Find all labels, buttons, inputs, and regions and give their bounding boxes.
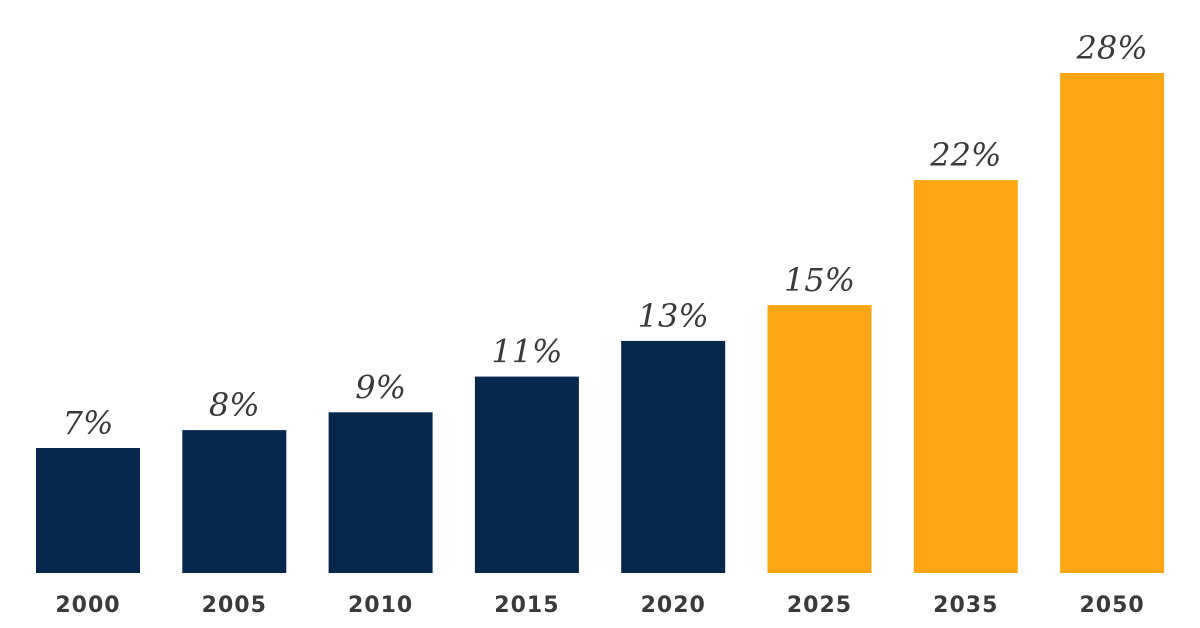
x-tick-label-2050: 2050 [1079,593,1144,618]
value-label-2050: 28% [1076,29,1148,67]
x-tick-labels-group: 2000 2005 2010 2015 2020 2025 2035 2050 [55,593,1144,618]
x-tick-label-2035: 2035 [933,593,998,618]
bar-2000 [36,448,140,573]
bar-2035 [913,180,1018,573]
value-label-2000: 7% [63,404,114,442]
value-label-2035: 22% [929,136,1001,174]
bars-group [36,73,1165,573]
bar-2005 [182,430,287,573]
x-tick-label-2020: 2020 [641,593,706,618]
value-label-2020: 13% [638,297,709,335]
bar-2050 [1060,73,1165,573]
x-tick-label-2025: 2025 [787,593,852,618]
bar-2020 [621,340,726,573]
value-labels-group: 7% 8% 9% 11% 13% 15% 22% 28% [63,29,1148,442]
value-label-2025: 15% [784,261,855,299]
bar-2015 [474,376,579,573]
x-tick-label-2010: 2010 [348,593,413,618]
x-tick-label-2015: 2015 [494,593,559,618]
bar-2010 [328,412,433,573]
x-tick-label-2005: 2005 [202,593,267,618]
value-label-2010: 9% [355,368,406,406]
bar-2025 [767,305,872,573]
value-label-2015: 11% [491,333,562,371]
x-tick-label-2000: 2000 [55,593,120,618]
value-label-2005: 8% [209,386,260,424]
